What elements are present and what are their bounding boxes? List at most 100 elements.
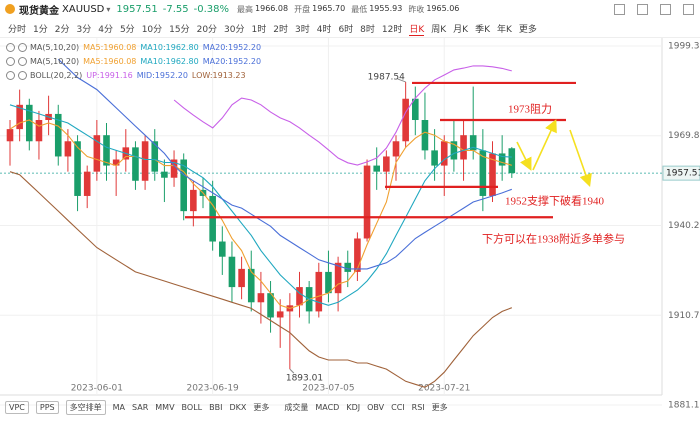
tab[interactable]: 12时 <box>381 25 403 35</box>
legend-item: LOW:1913.23 <box>191 70 246 80</box>
tab[interactable]: 5分 <box>119 25 135 35</box>
toolbar-item[interactable]: OBV <box>367 402 385 412</box>
toolbar-item[interactable]: SAR <box>132 402 149 412</box>
candle-body <box>141 141 149 181</box>
header: 现货黄金 XAUUSD ▾ 1957.51 -7.55 -0.38% 最高 196… <box>0 0 700 18</box>
dropdown-arrow[interactable]: ▾ <box>106 4 111 14</box>
y-tick-label: 1881.19 <box>668 401 700 411</box>
icon-button[interactable] <box>637 3 648 15</box>
legend-name: MA(5,10,20) <box>30 56 80 66</box>
candle-body <box>498 153 506 166</box>
tab[interactable]: 3时 <box>294 25 310 35</box>
candle-body <box>16 104 23 130</box>
toolbar-box[interactable]: VPC <box>5 400 29 414</box>
legend-item: MA5:1960.08 <box>83 42 137 52</box>
icon-button[interactable] <box>683 3 694 15</box>
legend-icon[interactable] <box>6 70 15 80</box>
candle-body <box>469 135 477 151</box>
candle-body <box>151 141 159 172</box>
legend-icon[interactable] <box>18 56 27 66</box>
toolbar-item[interactable]: KDJ <box>346 402 361 412</box>
icon-button[interactable] <box>614 3 625 15</box>
candle-body <box>103 135 110 166</box>
legend-item: MA10:1962.80 <box>140 56 199 66</box>
tab[interactable]: 季K <box>475 25 490 35</box>
toolbar-item[interactable]: DKX <box>229 402 247 412</box>
tab[interactable]: 年K <box>496 25 512 35</box>
candle-body <box>440 141 448 166</box>
stat-value: 1966.08 <box>255 3 289 13</box>
toolbar-more[interactable]: 更多 <box>253 402 270 412</box>
tab[interactable]: 月K <box>453 25 469 35</box>
tab[interactable]: 分时 <box>8 25 27 35</box>
candle-body <box>247 268 255 303</box>
y-tick-label: 1910.73 <box>668 311 700 321</box>
toolbar-more[interactable]: 更多 <box>431 402 448 412</box>
tab[interactable]: 3分 <box>76 25 92 35</box>
arrow <box>532 119 557 171</box>
legend-item: UP:1991.16 <box>86 70 133 80</box>
y-tick-label: 1940.27 <box>668 221 700 231</box>
toolbar-box[interactable]: 多空排单 <box>65 399 106 415</box>
tab[interactable]: 4时 <box>316 25 332 35</box>
tab[interactable]: 1分 <box>33 25 48 35</box>
candle-body <box>402 98 409 142</box>
candle-body <box>190 189 197 212</box>
toolbar-item[interactable]: MMV <box>155 402 175 412</box>
tab-more[interactable]: 更多 <box>518 25 537 35</box>
toolbar-item[interactable]: CCI <box>391 402 405 412</box>
x-tick-label: 2023-06-01 <box>71 384 123 394</box>
legend-name: MA(5,10,20) <box>30 42 80 52</box>
candle-body <box>161 171 168 178</box>
tab[interactable]: 10分 <box>141 25 163 35</box>
arrows <box>516 119 592 188</box>
candle-body <box>431 150 438 166</box>
candle-body <box>83 171 91 196</box>
tab[interactable]: 2时 <box>273 25 288 35</box>
annotation: 1973阻力 <box>508 103 552 116</box>
stat-value: 1965.70 <box>312 3 346 13</box>
candle-body <box>460 135 467 160</box>
y-tick-label: 1999.36 <box>668 42 700 52</box>
candle-body <box>64 141 72 157</box>
legend-icon[interactable] <box>18 70 27 80</box>
legend-icon[interactable] <box>18 42 27 52</box>
tab[interactable]: 30分 <box>224 25 245 35</box>
legend-icon[interactable] <box>6 56 15 66</box>
toolbar-box[interactable]: PPS <box>35 400 59 414</box>
tab[interactable]: 8时 <box>360 25 375 35</box>
legend-item: MID:1952.20 <box>136 70 188 80</box>
toolbar-item[interactable]: 成交量 <box>284 402 309 412</box>
candle-body <box>238 268 245 288</box>
toolbar-item[interactable]: MA <box>112 402 125 412</box>
toolbar-item[interactable]: BBI <box>209 402 223 412</box>
tab[interactable]: 1时 <box>251 25 267 35</box>
candle-body <box>6 129 14 142</box>
candle-body <box>392 141 400 157</box>
tab[interactable]: 6时 <box>338 25 354 35</box>
candle-body <box>54 113 62 157</box>
tab[interactable]: 2分 <box>54 25 70 35</box>
tab[interactable]: 20分 <box>196 25 218 35</box>
candle-body <box>267 293 274 318</box>
symbol[interactable]: XAUUSD <box>62 3 105 15</box>
tab[interactable]: 4分 <box>98 25 113 35</box>
toolbar-item[interactable]: MACD <box>315 402 340 412</box>
candle-body <box>170 159 178 178</box>
candle-body <box>296 287 303 306</box>
candle-body <box>180 159 187 212</box>
toolbar-item[interactable]: RSI <box>411 402 425 412</box>
legend-icon[interactable] <box>6 42 15 52</box>
toolbar-item[interactable]: BOLL <box>181 402 203 412</box>
tab[interactable]: 日K <box>409 22 425 36</box>
candle-body <box>35 120 43 142</box>
candle-body <box>412 98 419 121</box>
candle-body <box>334 262 342 294</box>
annotation: 1952支撑下破看1940 <box>505 194 604 208</box>
candle-body <box>489 153 496 196</box>
header-icons <box>614 3 694 15</box>
icon-button[interactable] <box>660 3 671 15</box>
tab[interactable]: 15分 <box>169 25 190 35</box>
tab[interactable]: 周K <box>431 25 447 35</box>
